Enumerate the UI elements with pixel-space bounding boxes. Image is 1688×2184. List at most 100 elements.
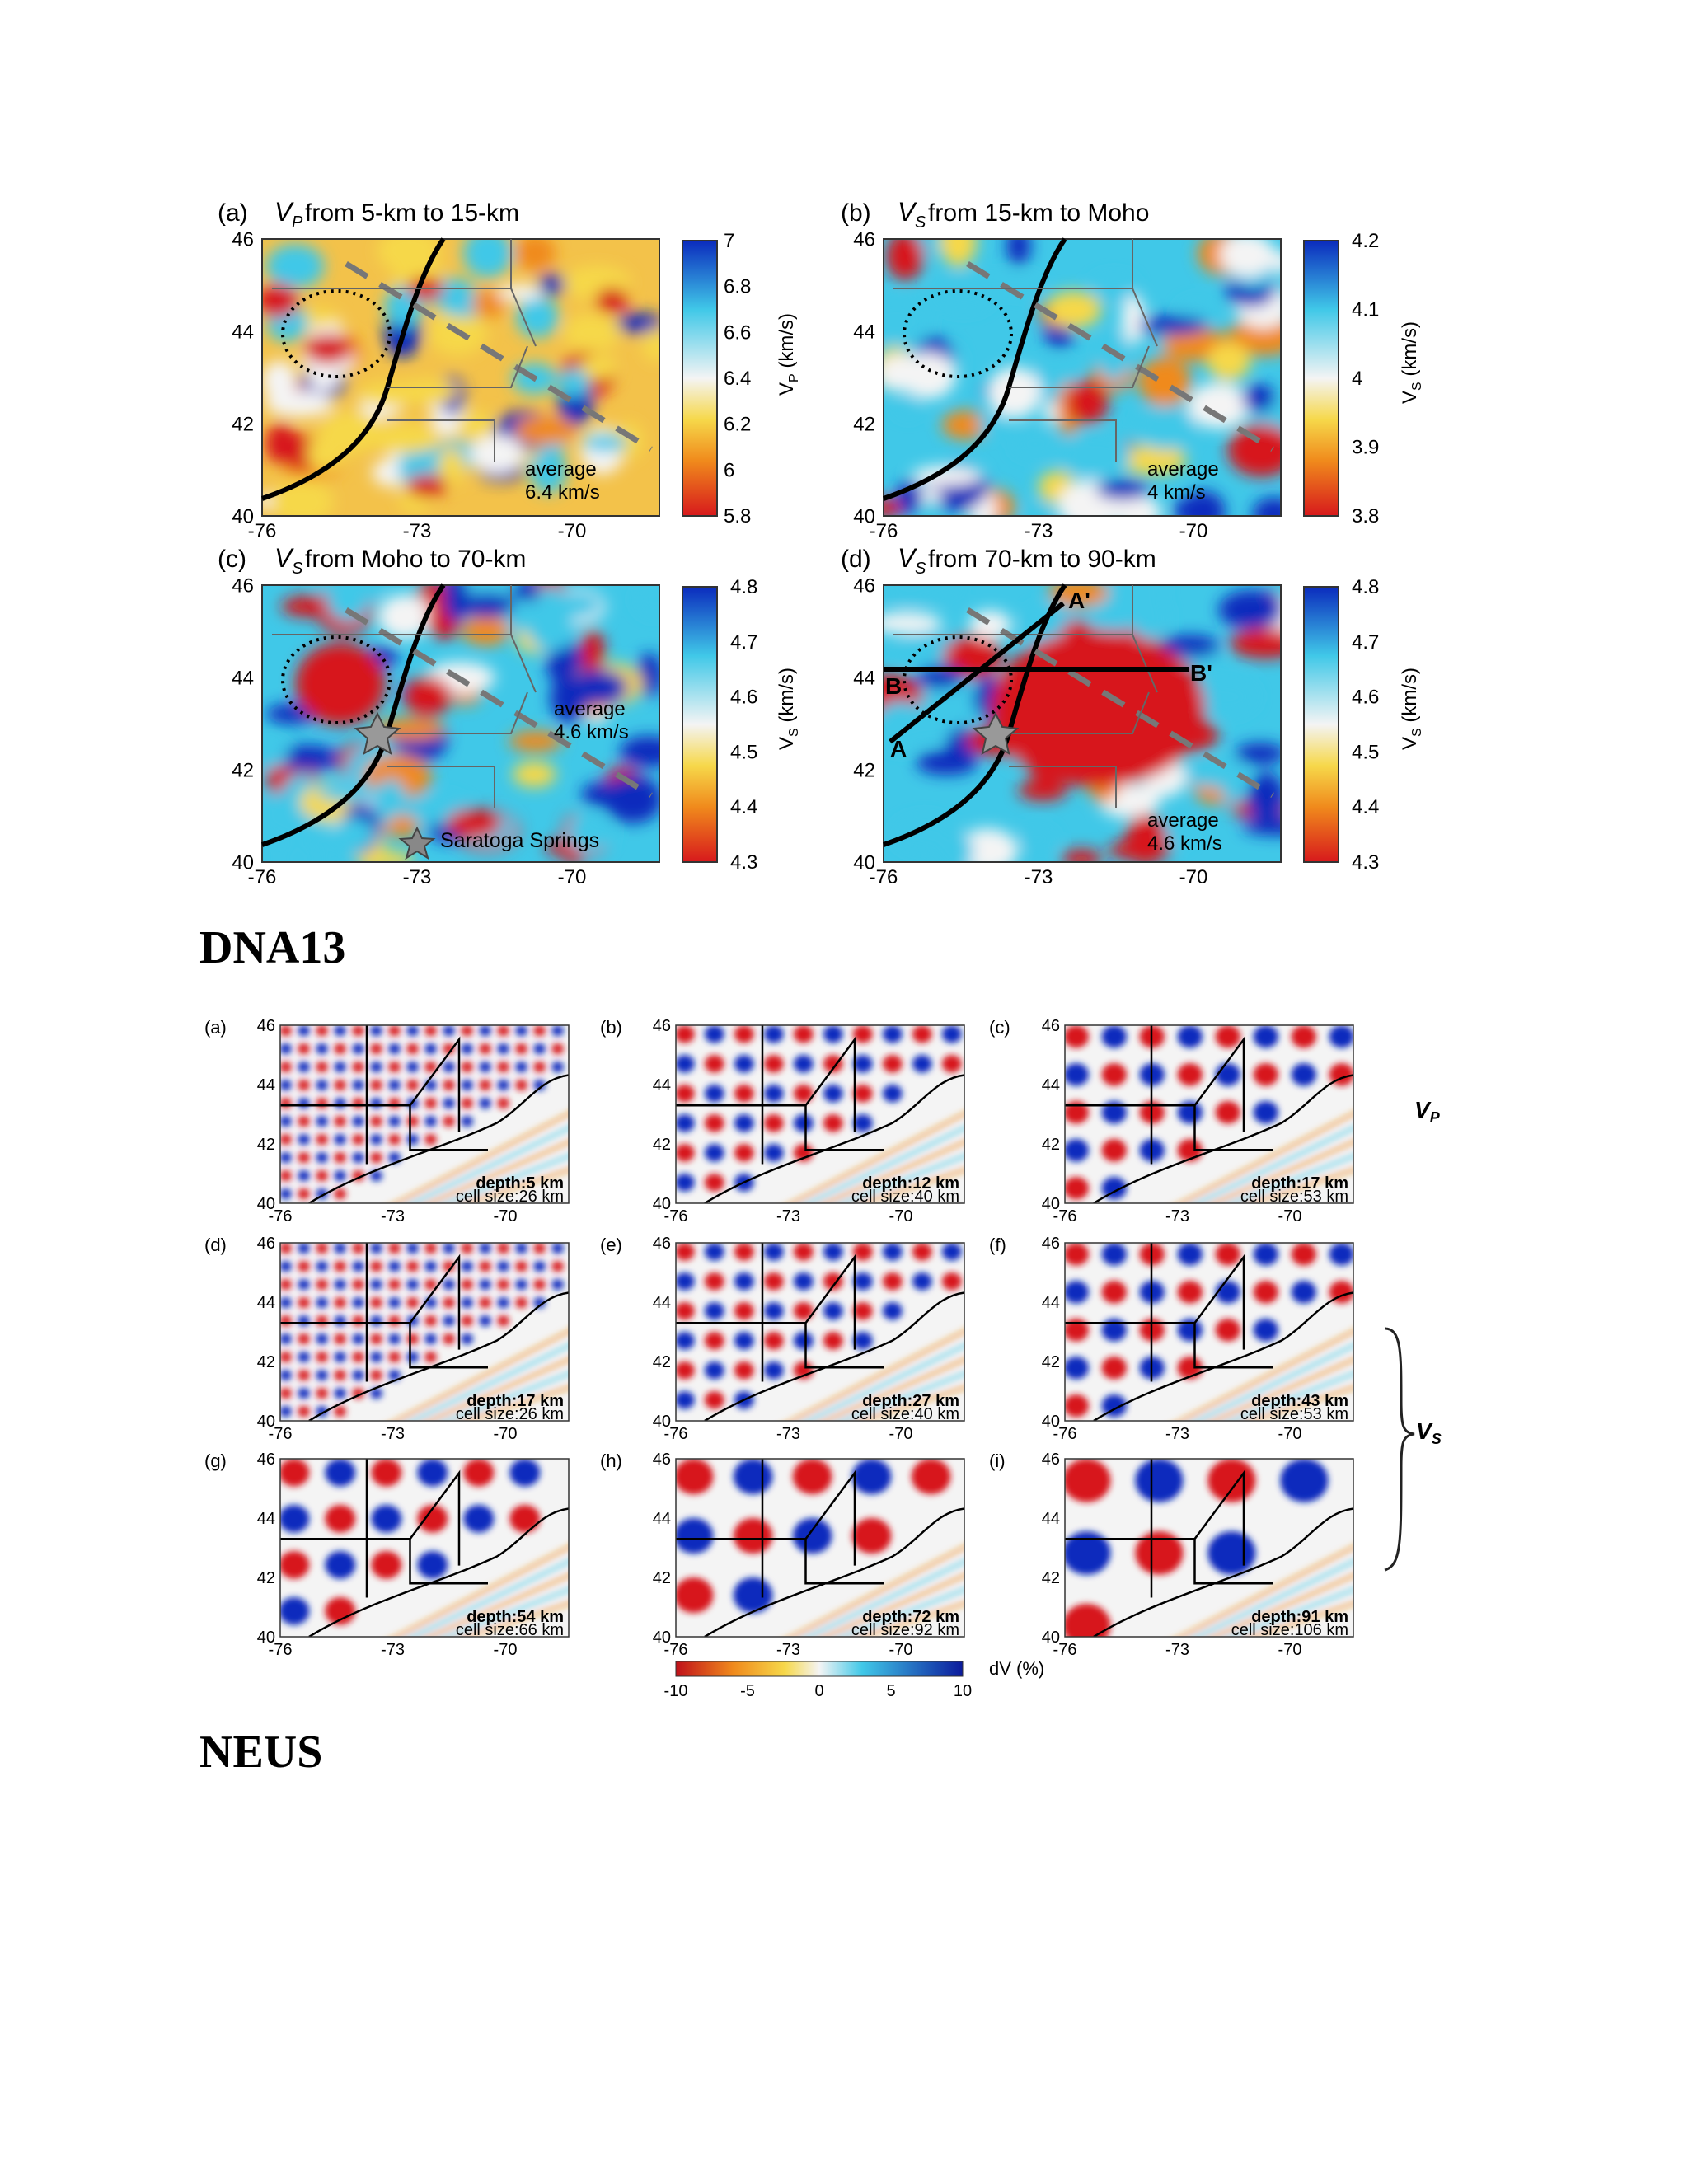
dashed-trend-line-a	[345, 261, 653, 452]
map-frame-b	[883, 238, 1282, 517]
smearing-stripe	[836, 1371, 964, 1421]
y-tick-label: 44	[853, 667, 875, 689]
checker-cell	[1280, 1459, 1329, 1502]
velocity-anomaly-blob	[262, 741, 288, 770]
panel-d-top: (d) V S from 70-km to 90-km A' A B B' av…	[841, 543, 1424, 888]
colorbar-tick-label: 4.4	[730, 796, 757, 818]
checker-cell	[316, 1388, 328, 1399]
checker-cell	[370, 1243, 382, 1254]
checker-cell	[763, 1272, 784, 1291]
checker-cell	[316, 1116, 328, 1127]
checker-cell	[406, 1080, 419, 1091]
checker-cell	[316, 1297, 328, 1309]
checker-cell	[497, 1243, 509, 1254]
checker-cell	[676, 1144, 695, 1162]
velocity-anomaly-blob	[884, 612, 943, 635]
average-label-c: average	[554, 698, 626, 720]
x-tick-label: -73	[381, 1207, 405, 1226]
state-boundaries	[676, 1025, 964, 1203]
checker-cell	[298, 1388, 310, 1399]
checker-cell	[424, 1098, 437, 1109]
smearing-stripe	[787, 1329, 964, 1421]
checker-cell	[370, 1043, 382, 1055]
checker-cell	[443, 1062, 455, 1073]
checker-cell	[734, 1272, 754, 1291]
checker-cell	[352, 1315, 364, 1327]
state-borders-c	[272, 585, 537, 808]
depth-label: depth:91 km	[1251, 1608, 1348, 1626]
checker-cell	[388, 1062, 401, 1073]
smearing-stripe	[818, 1139, 964, 1203]
checker-cell	[1329, 1243, 1353, 1266]
checker-cell	[298, 1043, 310, 1055]
y-tick-label: 42	[1042, 1136, 1060, 1154]
y-tick-label: 44	[1042, 1076, 1060, 1094]
checker-cell	[334, 1025, 346, 1037]
checker-cell	[1101, 1101, 1127, 1124]
colorbar-a	[682, 240, 718, 517]
velocity-anomaly-blob	[403, 676, 452, 716]
velocity-anomaly-blob	[1061, 849, 1102, 862]
cell-size-label: cell size:53 km	[1240, 1188, 1348, 1206]
checker-cell	[316, 1043, 328, 1055]
y-tick-label: 40	[1042, 1195, 1060, 1213]
x-tick-label: -76	[269, 1641, 293, 1659]
checker-cell	[461, 1062, 473, 1073]
checker-cell	[479, 1098, 491, 1109]
checker-cell	[497, 1261, 509, 1272]
dv-tick-label: 5	[886, 1682, 895, 1700]
panel-c-title: from Moho to 70-km	[305, 546, 526, 573]
checker-cell	[352, 1080, 364, 1091]
state-borders-b	[893, 239, 1158, 462]
checker-cell	[334, 1062, 346, 1073]
checker-cell	[793, 1272, 814, 1291]
velocity-anomaly-blob	[1113, 495, 1162, 516]
x-tick-label: -70	[889, 1207, 913, 1226]
checker-cell	[388, 1333, 401, 1345]
checker-cell	[461, 1025, 473, 1037]
smearing-stripe	[1192, 1343, 1353, 1421]
checker-cell	[424, 1333, 437, 1345]
checker-cell	[676, 1055, 695, 1073]
velocity-anomaly-blob	[1173, 495, 1223, 516]
y-tick-label: 46	[653, 1235, 671, 1253]
x-tick-label: -73	[776, 1425, 800, 1443]
y-tick-label: 42	[257, 1136, 275, 1154]
checker-cell	[298, 1333, 310, 1345]
section-label-b-prime: B'	[1190, 660, 1212, 686]
y-tick-label: 46	[257, 1235, 275, 1253]
checker-cell	[443, 1080, 455, 1091]
checker-cell	[1065, 1243, 1089, 1266]
velocity-anomaly-blob	[537, 274, 567, 296]
checker-cell	[352, 1333, 364, 1345]
checker-cell	[497, 1043, 509, 1055]
checker-cell	[280, 1333, 292, 1345]
velocity-anomaly-blob	[265, 390, 334, 418]
smearing-stripe	[1176, 1329, 1353, 1421]
checker-cell	[941, 1055, 962, 1073]
checker-cell	[316, 1315, 328, 1327]
checker-cell	[443, 1279, 455, 1291]
checker-cell	[793, 1085, 814, 1103]
checker-cell	[1101, 1243, 1127, 1266]
checker-cell	[479, 1062, 491, 1073]
checker-cell	[443, 1315, 455, 1327]
section-label-a: A	[890, 736, 907, 762]
velocity-anomaly-blob	[462, 615, 510, 646]
checker-cell	[406, 1116, 419, 1127]
checker-cell	[1253, 1319, 1278, 1342]
y-tick-label: 40	[653, 1629, 671, 1647]
checker-cell	[424, 1116, 437, 1127]
checker-cell	[704, 1391, 724, 1409]
panel-b-var-sub: S	[915, 213, 926, 232]
y-tick-label: 46	[853, 228, 875, 251]
checker-cell	[370, 1152, 382, 1164]
checker-cell	[704, 1361, 724, 1380]
velocity-anomaly-blob	[1242, 818, 1281, 836]
x-tick-label: -76	[870, 866, 898, 888]
cell-size-label: cell size:66 km	[456, 1621, 564, 1639]
panel-a-top: (a) V P from 5-km to 15-km average 6.4 k…	[218, 197, 801, 542]
checker-cell	[792, 1459, 832, 1495]
heading-dna13: DNA13	[199, 922, 346, 973]
checker-cell	[1253, 1025, 1278, 1048]
